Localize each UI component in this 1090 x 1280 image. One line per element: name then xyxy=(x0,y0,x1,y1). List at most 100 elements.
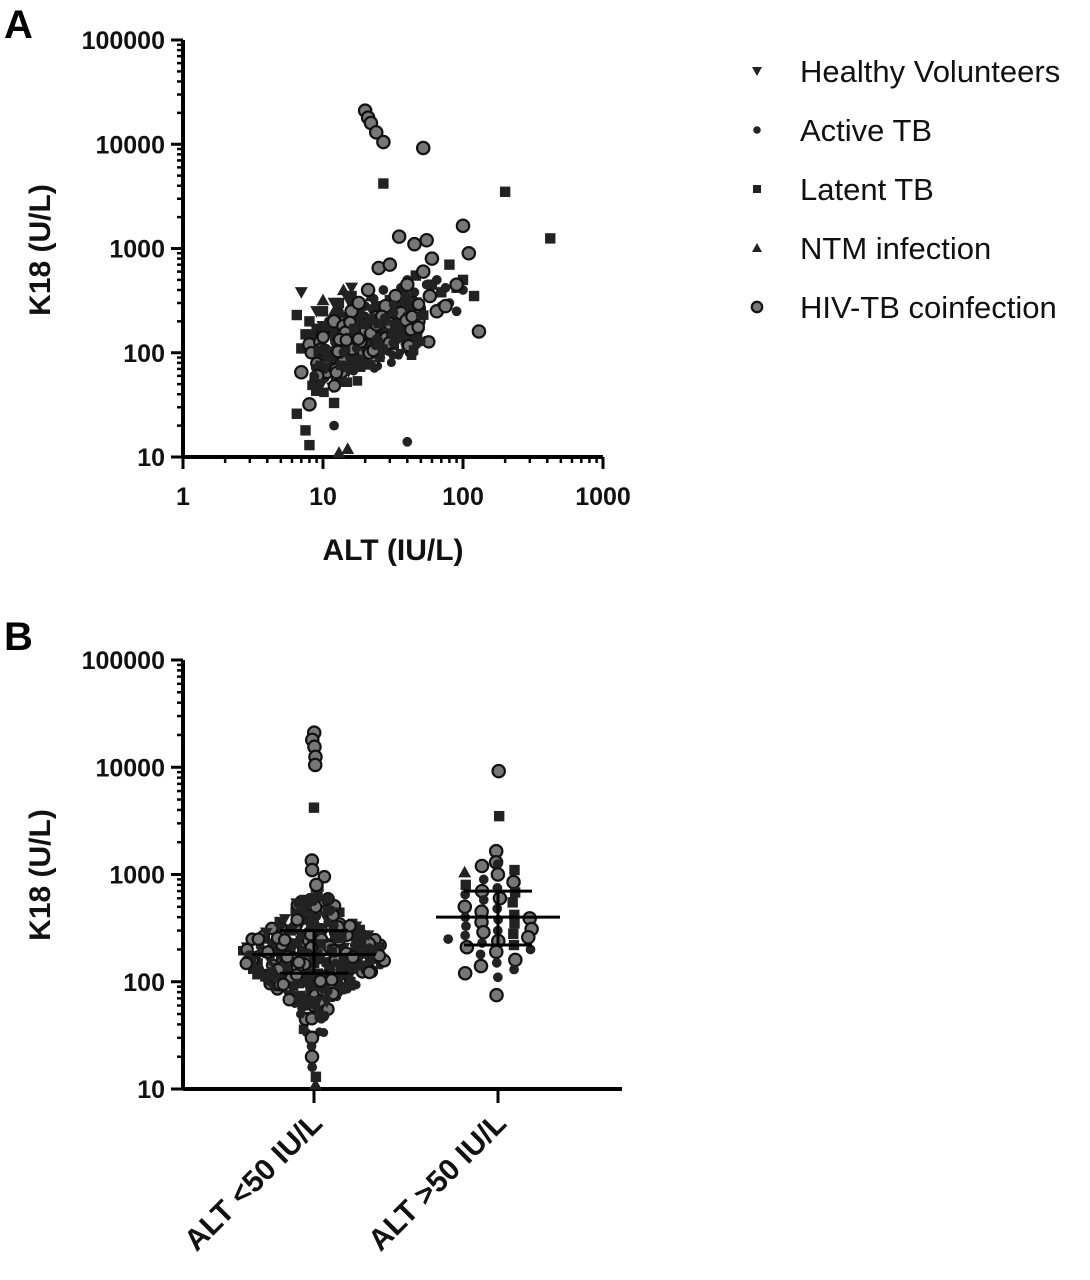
panel-a-point xyxy=(401,292,411,303)
panel-a-point xyxy=(319,387,329,398)
panel-b-point xyxy=(489,987,504,1003)
panel-a-point xyxy=(398,299,411,311)
panel-a-point xyxy=(352,376,363,386)
panel-a-ticks: 10 100 1000 10000 100000 1 10 100 1000 xyxy=(82,27,631,511)
panel-b-point xyxy=(260,928,273,939)
panel-a-y-tick-label: 100 xyxy=(123,340,165,368)
panel-a-x-tick-label: 1000 xyxy=(575,483,631,511)
panel-letter-a: A xyxy=(4,3,33,47)
panel-b-point xyxy=(282,992,297,1007)
panel-a-point xyxy=(332,446,346,458)
panel-a-point xyxy=(378,285,389,295)
panel-a-y-axis-label: K18 (U/L) xyxy=(24,184,57,316)
panel-a-point xyxy=(365,315,375,326)
panel-b-point xyxy=(324,973,339,987)
panel-b-point xyxy=(525,944,536,955)
panel-b-point xyxy=(332,933,343,943)
panel-b-median-lines xyxy=(252,889,560,975)
panel-a-point xyxy=(338,347,348,357)
panel-a-points xyxy=(291,103,556,458)
panel-a-point xyxy=(471,324,487,339)
panel-a-point xyxy=(373,318,384,329)
legend-label: NTM infection xyxy=(800,231,991,266)
panel-a-point xyxy=(339,333,354,347)
panel-b-point xyxy=(473,958,489,974)
panel-a-point xyxy=(451,306,462,317)
panel-a-y-tick-label: 10000 xyxy=(95,131,165,159)
panel-a-point xyxy=(499,186,511,197)
panel-b-point xyxy=(307,757,323,773)
panel-a-point xyxy=(388,299,398,309)
panel-b-point xyxy=(306,980,316,990)
panel-a-point xyxy=(374,352,385,363)
panel-a-point xyxy=(323,352,333,363)
panel-a-point xyxy=(436,287,447,298)
legend-label: Latent TB xyxy=(800,172,934,207)
panel-a-point xyxy=(359,356,369,367)
panel-a-point xyxy=(294,364,309,380)
panel-b-point xyxy=(321,957,332,967)
panel-b-y-tick-label: 10000 xyxy=(95,754,165,782)
panel-b-scatter: 10 100 1000 10000 100000 ALT <50 IU/L ALT >50 … xyxy=(24,647,622,1257)
panel-a-point xyxy=(406,350,417,360)
panel-b-point xyxy=(304,1049,320,1064)
panel-a-point xyxy=(351,332,366,346)
panel-a-x-tick-label: 10 xyxy=(309,483,337,511)
panel-a-point xyxy=(407,236,422,252)
panel-b-point xyxy=(311,1002,321,1012)
panel-b-point xyxy=(308,802,320,813)
panel-a-point xyxy=(328,397,340,409)
panel-b-point xyxy=(303,972,313,983)
panel-a-point xyxy=(402,436,413,447)
panel-b-point xyxy=(356,937,367,948)
panel-a-point xyxy=(444,259,455,270)
panel-a-point xyxy=(340,342,351,353)
panel-a-x-tick-label: 1 xyxy=(176,483,190,511)
panel-b-point xyxy=(274,916,285,927)
panel-b-point xyxy=(341,959,351,969)
panel-b-point xyxy=(490,867,506,882)
panel-b-point xyxy=(508,928,519,939)
panel-a-point xyxy=(304,439,315,451)
panel-b-point xyxy=(239,956,254,971)
panel-a-point xyxy=(336,283,350,296)
panel-b-y-tick-label: 10 xyxy=(137,1076,165,1104)
panel-a-point xyxy=(342,377,353,387)
panel-b-point xyxy=(276,977,291,992)
panel-a-point xyxy=(315,360,325,371)
panel-b-point xyxy=(330,958,340,968)
panel-b-point xyxy=(304,910,314,920)
panel-b-category-label: ALT >50 IU/L xyxy=(362,1107,513,1258)
panel-a-point xyxy=(307,380,317,391)
panel-b-point xyxy=(293,899,303,909)
panel-b-point xyxy=(475,949,486,960)
panel-b-point xyxy=(460,930,471,941)
panel-b-point xyxy=(478,894,489,905)
legend: Healthy Volunteers Active TB Latent TB NTM … xyxy=(750,54,1060,325)
panel-b-point xyxy=(509,918,520,929)
panel-b-point xyxy=(260,972,270,982)
panel-b-point xyxy=(304,862,320,878)
panel-a-point xyxy=(329,356,339,367)
panel-b-point xyxy=(362,965,377,980)
panel-a-point xyxy=(394,348,407,360)
panel-b-category-label: ALT <50 IU/L xyxy=(178,1107,329,1258)
legend-label: Active TB xyxy=(800,113,932,148)
panel-a-point xyxy=(415,264,431,279)
panel-a-point xyxy=(438,298,453,314)
panel-a-point xyxy=(313,345,323,355)
panel-b-axes xyxy=(181,660,622,1091)
panel-b-point xyxy=(355,924,366,935)
panel-a-point xyxy=(300,425,311,436)
panel-b-point xyxy=(297,1004,307,1014)
panel-b-point xyxy=(327,946,337,957)
panel-b-point xyxy=(292,938,303,948)
panel-a-point xyxy=(545,233,556,244)
panel-b-point xyxy=(282,964,292,974)
panel-b-point xyxy=(323,986,333,996)
panel-a-y-tick-label: 1000 xyxy=(109,236,165,264)
panel-b-point xyxy=(349,940,359,950)
panel-a-point xyxy=(415,140,431,156)
panel-b-point xyxy=(476,924,491,940)
